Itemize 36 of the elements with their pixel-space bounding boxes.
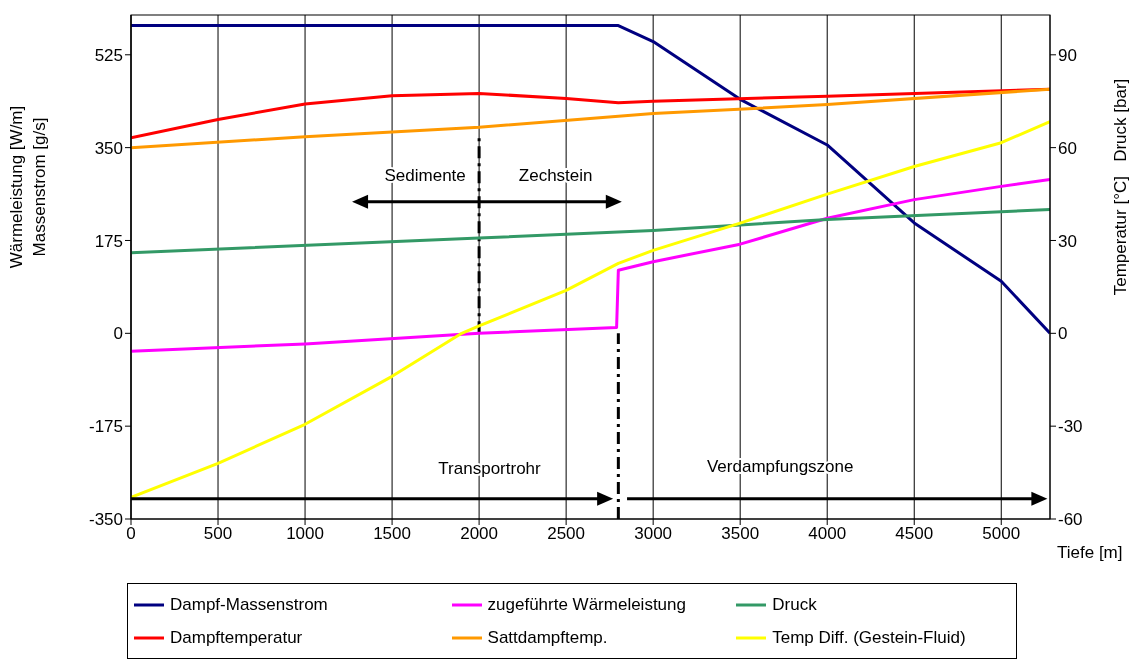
line-series xyxy=(131,24,1050,335)
x-tick-label: 3000 xyxy=(634,524,673,544)
x-tick-label: 3500 xyxy=(721,524,760,544)
y-tick-label: 0 xyxy=(113,324,123,344)
y2-tick-label: 30 xyxy=(1058,231,1077,251)
x-tick-label: 1500 xyxy=(373,524,411,544)
line-series xyxy=(131,120,1050,499)
x-tick-label: 4000 xyxy=(808,524,847,544)
y-tick-label: 175 xyxy=(94,231,123,251)
line-series xyxy=(131,208,1050,255)
legend-label: Druck xyxy=(772,594,817,615)
y2-tick-label: -60 xyxy=(1058,510,1083,530)
legend-label: Temp Diff. (Gestein-Fluid) xyxy=(772,627,966,648)
x-tick-label: 0 xyxy=(126,524,136,544)
x-tick-label: 1000 xyxy=(286,524,324,544)
x-tick-label: 2000 xyxy=(460,524,499,544)
x-axis-title: Tiefe [m] xyxy=(1057,543,1123,562)
x-tick-label: 500 xyxy=(203,524,233,544)
y-tick-label: -350 xyxy=(88,510,123,530)
x-tick-label: 5000 xyxy=(982,524,1021,544)
legend-label: Dampf-Massenstrom xyxy=(170,594,328,615)
y2-axis-title: Temperatur [°C] Druck [bar] xyxy=(1111,78,1130,296)
y2-tick-label: 60 xyxy=(1058,138,1077,158)
y-axis-title: Wärmeleistung [W/m] Massenstrom [g/s] xyxy=(7,105,49,269)
legend-label: Dampftemperatur xyxy=(170,627,303,648)
y2-tick-label: 0 xyxy=(1058,324,1068,344)
x-tick-label: 2500 xyxy=(547,524,586,544)
legend-label: zugeführte Wärmeleistung xyxy=(487,594,686,615)
y-tick-label: 350 xyxy=(94,138,123,158)
legend-label: Sattdampftemp. xyxy=(487,627,608,648)
y2-tick-label: -30 xyxy=(1058,417,1083,437)
y2-tick-label: 90 xyxy=(1058,45,1077,65)
y-tick-label: -175 xyxy=(88,417,123,437)
y-tick-label: 525 xyxy=(94,45,123,65)
line-series xyxy=(131,87,1050,150)
x-tick-label: 4500 xyxy=(895,524,934,544)
